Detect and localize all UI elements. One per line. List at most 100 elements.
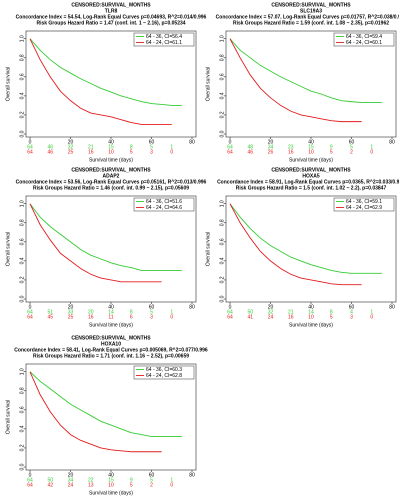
x-axis-label: Survival time (days) <box>89 157 133 163</box>
at-risk-count: 41 <box>247 314 253 320</box>
y-tick-label: 0.6 <box>19 406 25 413</box>
y-tick-label: 0.8 <box>19 54 25 61</box>
x-tick-label: 40 <box>108 304 114 310</box>
gene-name: TLR8 <box>105 8 118 14</box>
y-tick-label: 0.8 <box>19 387 25 394</box>
x-tick-label: 80 <box>389 139 395 145</box>
stats-annotation: Concordance Index = 57.07, Log-Rank Equa… <box>216 14 399 20</box>
at-risk-count: 64 <box>27 149 33 155</box>
stats-annotation: Concordance Index = 58.91, Log-Rank Equa… <box>217 179 399 185</box>
km-panel: CENSORED:SURVIVAL_MONTHSHOXA10Concordanc… <box>5 335 208 496</box>
at-risk-count: 64 <box>27 482 33 488</box>
y-axis-label: Overall survival <box>5 232 11 266</box>
at-risk-count: 9 <box>330 144 333 150</box>
at-risk-count: 64 <box>27 314 33 320</box>
at-risk-count: 23 <box>288 144 294 150</box>
at-risk-count: 0 <box>170 482 173 488</box>
at-risk-count: 25 <box>68 149 74 155</box>
panel-title: CENSORED:SURVIVAL_MONTHS <box>71 2 151 8</box>
survival-curve <box>229 203 382 274</box>
y-tick-label: 0.4 <box>19 92 25 99</box>
gene-name: SLC19A3 <box>300 8 322 14</box>
y-tick-label: 0.6 <box>19 238 25 245</box>
at-risk-count: 33 <box>68 309 74 315</box>
x-tick-label: 20 <box>68 139 74 145</box>
legend-label: 64 - 36, CI=60.3 <box>146 367 182 373</box>
x-tick-label: 80 <box>189 139 195 145</box>
survival-curve <box>229 203 362 286</box>
at-risk-count: 45 <box>47 314 53 320</box>
y-axis-label: Overall survival <box>5 67 11 101</box>
survival-curve <box>229 38 382 104</box>
plot-frame <box>25 363 197 471</box>
at-risk-count: 4 <box>350 309 353 315</box>
y-tick-label: 0.4 <box>219 257 225 264</box>
y-tick-label: 0.0 <box>219 295 225 302</box>
stats-annotation: Risk Groups Hazard Ratio = 1.59 (conf. i… <box>233 20 389 26</box>
stats-annotation: Risk Groups Hazard Ratio = 1.71 (conf. i… <box>33 353 189 359</box>
x-tick-label: 0 <box>229 304 232 310</box>
legend-label: 64 - 36, CI=59.4 <box>346 34 382 40</box>
x-tick-label: 20 <box>68 304 74 310</box>
at-risk-count: 1 <box>170 144 173 150</box>
at-risk-count: 32 <box>268 309 274 315</box>
y-tick-label: 0.0 <box>219 130 225 137</box>
at-risk-count: 34 <box>68 477 74 483</box>
km-panel: CENSORED:SURVIVAL_MONTHSHOXA5Concordance… <box>205 167 399 328</box>
at-risk-count: 5 <box>150 144 153 150</box>
at-risk-count: 8 <box>330 309 333 315</box>
x-tick-label: 60 <box>349 304 355 310</box>
at-risk-count: 5 <box>330 149 333 155</box>
x-tick-label: 60 <box>349 139 355 145</box>
at-risk-count: 5 <box>330 314 333 320</box>
at-risk-count: 64 <box>27 144 33 150</box>
at-risk-count: 32 <box>68 144 74 150</box>
legend-label: 64 - 24, CI=62.8 <box>146 373 182 379</box>
x-tick-label: 20 <box>268 304 274 310</box>
at-risk-count: 16 <box>88 314 94 320</box>
y-tick-label: 0.8 <box>219 54 225 61</box>
y-tick-label: 0.6 <box>219 238 225 245</box>
stats-annotation: Risk Groups Hazard Ratio = 1.47 (conf. i… <box>36 20 185 26</box>
y-tick-label: 0.0 <box>19 463 25 470</box>
y-tick-label: 1.0 <box>19 368 25 375</box>
at-risk-count: 13 <box>88 482 94 488</box>
at-risk-count: 14 <box>308 309 314 315</box>
at-risk-count: 21 <box>88 144 94 150</box>
at-risk-count: 0 <box>370 149 373 155</box>
survival-curve <box>29 38 182 106</box>
plot-frame <box>25 30 197 138</box>
x-tick-label: 0 <box>29 304 32 310</box>
y-tick-label: 1.0 <box>19 35 25 42</box>
y-axis-label: Overall survival <box>205 67 211 101</box>
survival-curve <box>29 203 182 271</box>
at-risk-count: 2 <box>350 149 353 155</box>
x-axis-label: Survival time (days) <box>89 490 133 496</box>
at-risk-count: 64 <box>27 309 33 315</box>
x-tick-label: 60 <box>149 472 155 478</box>
y-tick-label: 0.0 <box>19 130 25 137</box>
at-risk-count: 21 <box>288 309 294 315</box>
survival-curve <box>29 371 182 437</box>
x-tick-label: 0 <box>229 139 232 145</box>
stats-annotation: Concordance Index = 58.41, Log-Rank Equa… <box>14 347 208 353</box>
x-axis-label: Survival time (days) <box>89 322 133 328</box>
stats-annotation: Risk Groups Hazard Ratio = 1.5 (conf. in… <box>236 185 387 191</box>
at-risk-count: 1 <box>370 144 373 150</box>
x-tick-label: 80 <box>189 304 195 310</box>
plot-frame <box>225 195 397 303</box>
at-risk-count: 0 <box>370 314 373 320</box>
at-risk-count: 8 <box>130 309 133 315</box>
at-risk-count: 64 <box>227 144 233 150</box>
y-tick-label: 0.0 <box>19 295 25 302</box>
survival-curve <box>29 203 162 283</box>
legend-box <box>333 32 395 47</box>
x-tick-label: 40 <box>108 139 114 145</box>
y-tick-label: 1.0 <box>19 200 25 207</box>
at-risk-count: 3 <box>150 149 153 155</box>
at-risk-count: 3 <box>150 314 153 320</box>
panel-title: CENSORED:SURVIVAL_MONTHS <box>271 167 351 173</box>
legend-label: 64 - 36, CI=51.6 <box>146 199 182 205</box>
at-risk-count: 64 <box>227 314 233 320</box>
